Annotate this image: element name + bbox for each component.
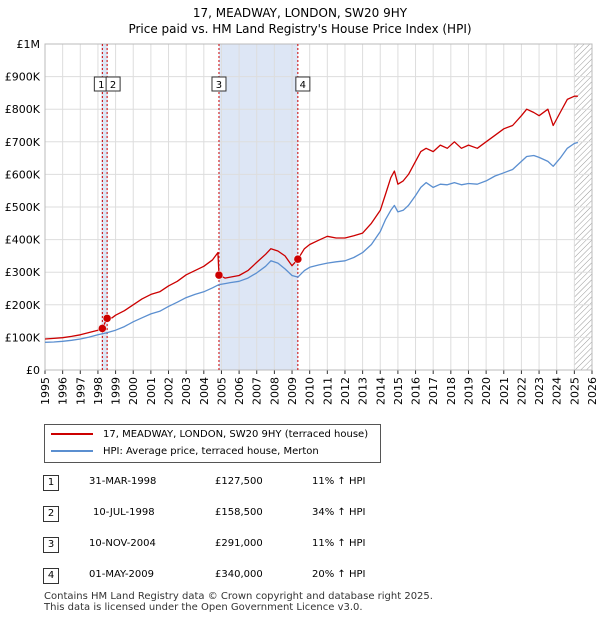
footer: Contains HM Land Registry data © Crown c… [44,591,433,613]
sale-number-badge: 3 [43,537,59,553]
x-tick-label: 2016 [410,377,423,405]
legend: 17, MEADWAY, LONDON, SW20 9HY (terraced … [44,424,381,463]
y-tick-label: £0 [26,364,40,377]
sale-point [214,270,224,280]
chart-subtitle: Price paid vs. HM Land Registry's House … [128,22,472,36]
sale-price: £158,500 [215,507,263,518]
x-tick-label: 2010 [304,377,317,405]
sale-point [293,254,303,264]
sale-price: £340,000 [215,569,263,580]
legend-item-hpi: HPI: Average price, terraced house, Mert… [51,444,319,460]
legend-label-property: 17, MEADWAY, LONDON, SW20 9HY (terraced … [103,429,369,440]
legend-label-hpi: HPI: Average price, terraced house, Mert… [103,446,319,457]
x-tick-label: 2007 [251,377,264,405]
x-tick-label: 2004 [198,377,211,405]
x-tick-label: 2017 [427,377,440,405]
sale-marker-number: 2 [110,80,116,91]
footer-licence: This data is licensed under the Open Gov… [44,602,363,613]
sale-price: £127,500 [215,476,263,487]
y-tick-label: £100K [5,331,41,344]
y-tick-label: £800K [5,103,41,116]
x-tick-label: 2022 [515,377,528,405]
sale-row: 3 10-NOV-2004 £291,000 11% ↑ HPI [43,532,443,563]
sale-point [102,314,112,323]
x-tick-label: 2018 [445,377,458,405]
y-tick-label: £500K [5,201,41,214]
x-tick-label: 2015 [392,377,405,405]
x-tick-label: 2000 [127,377,140,405]
legend-item-property: 17, MEADWAY, LONDON, SW20 9HY (terraced … [51,427,368,443]
legend-swatch-property [51,433,93,435]
x-tick-label: 2020 [480,377,493,405]
sale-hpi-change: 20% ↑ HPI [312,569,366,580]
sale-number-badge: 1 [43,475,59,491]
x-tick-label: 2002 [163,377,176,405]
x-tick-label: 1999 [110,377,123,405]
y-tick-label: £1M [17,38,41,51]
y-tick-label: £300K [5,266,41,279]
x-tick-label: 1996 [57,377,70,405]
x-tick-label: 1997 [74,377,87,405]
x-tick-label: 2001 [145,377,158,405]
sale-date: 10-JUL-1998 [93,507,155,518]
sale-marker-box [105,76,121,92]
x-tick-label: 2008 [268,377,281,405]
sale-date: 10-NOV-2004 [89,538,156,549]
y-tick-label: £200K [5,299,41,312]
hpi-line [44,141,579,343]
sale-number-badge: 2 [43,506,59,522]
footer-copyright: Contains HM Land Registry data © Crown c… [44,591,433,602]
sales-table: 1 31-MAR-1998 £127,500 11% ↑ HPI 2 10-JU… [43,470,443,594]
sale-number-badge: 4 [43,568,59,584]
sale-marker-box [211,76,227,92]
price-chart: £0 £100K £200K £300K £400K £500K £600K £700K £80… [5,38,599,405]
x-tick-label: 2023 [533,377,546,405]
x-tick-label: 2009 [286,377,299,405]
x-tick-label: 2014 [374,377,387,405]
sale-row: 4 01-MAY-2009 £340,000 20% ↑ HPI [43,563,443,594]
y-tick-label: £600K [5,168,41,181]
property-price-line [44,95,578,340]
x-tick-label: 1995 [39,377,52,405]
x-tick-label: 2013 [357,377,370,405]
x-tick-label: 2003 [180,377,193,405]
sale-marker-number: 1 [98,80,104,91]
sale-date: 01-MAY-2009 [89,569,155,580]
x-tick-label: 2011 [321,377,334,405]
x-tick-label: 2026 [586,377,599,405]
x-tick-label: 2012 [339,377,352,405]
sale-marker-number: 4 [300,80,306,91]
chart-title: 17, MEADWAY, LONDON, SW20 9HY [192,6,408,20]
x-tick-label: 2021 [498,377,511,405]
x-tick-label: 2025 [568,377,581,405]
sale-marker-box [295,76,311,92]
sale-hpi-change: 11% ↑ HPI [312,538,366,549]
y-tick-label: £900K [5,71,41,84]
x-tick-label: 2006 [233,377,246,405]
plot-frame [44,43,593,371]
y-tick-label: £700K [5,136,41,149]
x-tick-label: 2019 [462,377,475,405]
sale-hpi-change: 34% ↑ HPI [312,507,366,518]
legend-swatch-hpi [51,450,93,452]
sale-marker-number: 3 [216,80,222,91]
x-tick-label: 2024 [551,377,564,405]
sale-point [98,324,107,333]
sale-row: 2 10-JUL-1998 £158,500 34% ↑ HPI [43,501,443,532]
sale-price: £291,000 [215,538,263,549]
sale-date: 31-MAR-1998 [89,476,157,487]
sale-hpi-change: 11% ↑ HPI [312,476,366,487]
y-tick-label: £400K [5,234,41,247]
sale-row: 1 31-MAR-1998 £127,500 11% ↑ HPI [43,470,443,501]
x-tick-label: 2005 [215,377,228,405]
x-tick-label: 1998 [92,377,105,405]
